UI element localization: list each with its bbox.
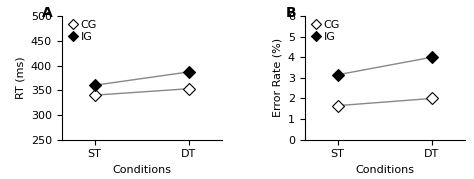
CG bbox=[186, 88, 191, 90]
X-axis label: Conditions: Conditions bbox=[112, 165, 171, 175]
Text: A: A bbox=[43, 6, 53, 20]
IG bbox=[186, 71, 191, 73]
CG bbox=[91, 94, 97, 96]
IG bbox=[429, 56, 435, 58]
Y-axis label: Error Rate (%): Error Rate (%) bbox=[272, 38, 282, 117]
X-axis label: Conditions: Conditions bbox=[355, 165, 414, 175]
Line: CG: CG bbox=[91, 84, 193, 99]
Line: IG: IG bbox=[333, 53, 436, 79]
Line: IG: IG bbox=[91, 68, 193, 90]
IG bbox=[91, 84, 97, 86]
IG bbox=[335, 74, 340, 76]
Legend: CG, IG: CG, IG bbox=[67, 19, 98, 43]
Legend: CG, IG: CG, IG bbox=[310, 19, 341, 43]
CG bbox=[429, 97, 435, 100]
Y-axis label: RT (ms): RT (ms) bbox=[15, 57, 25, 99]
Text: B: B bbox=[285, 6, 296, 20]
CG bbox=[335, 105, 340, 107]
Line: CG: CG bbox=[333, 94, 436, 110]
